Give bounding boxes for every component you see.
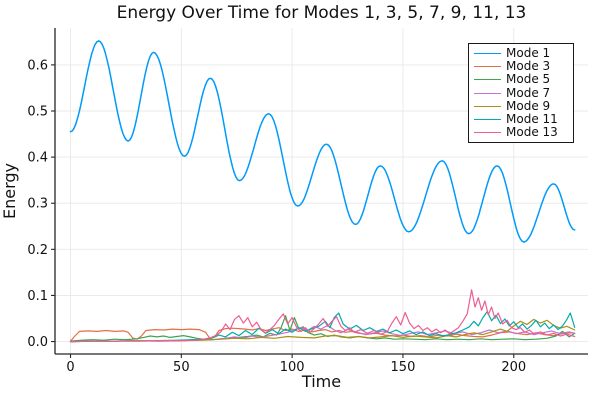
series-lines: [69, 40, 576, 343]
axis-ticks: 0 50 100 150 200 0.0 0.1 0.2 0.3 0.4 0.5 0.6: [27, 58, 526, 375]
legend-label: Mode 11: [506, 112, 558, 127]
legend-item-mode-9: Mode 9: [474, 98, 569, 113]
x-tick-label: 100: [280, 360, 305, 375]
series-line-mode-9: [69, 318, 576, 343]
legend-line-swatch: [474, 92, 501, 94]
x-axis-label: Time: [301, 372, 342, 391]
legend-item-mode-11: Mode 11: [474, 113, 569, 126]
y-tick-label: 0.6: [27, 58, 48, 73]
x-tick-label: 0: [66, 360, 74, 375]
legend-item-mode-7: Mode 7: [474, 85, 569, 100]
legend-line-swatch: [474, 79, 501, 81]
legend-item-mode-5: Mode 5: [474, 73, 569, 86]
series-line-mode-3: [69, 327, 576, 342]
chart-title: Energy Over Time for Modes 1, 3, 5, 7, 9…: [116, 3, 527, 23]
legend-label: Mode 7: [506, 85, 551, 100]
y-tick-label: 0.1: [27, 289, 48, 304]
legend-line-swatch: [474, 119, 501, 121]
legend-item-mode-3: Mode 3: [474, 60, 569, 73]
series-line-mode-13: [69, 289, 576, 343]
y-tick-label: 0.4: [27, 151, 48, 166]
x-tick-label: 50: [173, 360, 190, 375]
legend-item-mode-1: Mode 1: [474, 47, 569, 60]
legend-line-swatch: [474, 66, 501, 68]
legend: Mode 1 Mode 3 Mode 5 Mode 7 Mode 9 Mode 11 Mod…: [468, 43, 574, 144]
x-tick-label: 200: [501, 360, 526, 375]
legend-line-swatch: [474, 132, 501, 134]
x-tick-label: 150: [391, 360, 416, 375]
series-line-mode-11: [69, 311, 576, 343]
y-tick-label: 0.5: [27, 104, 48, 119]
legend-label: Mode 5: [506, 72, 551, 87]
legend-label: Mode 9: [506, 98, 551, 113]
legend-label: Mode 3: [506, 59, 551, 74]
legend-line-swatch: [474, 53, 501, 55]
y-tick-label: 0.2: [27, 243, 48, 258]
y-tick-label: 0.3: [27, 197, 48, 212]
series-line-mode-1: [69, 40, 576, 243]
legend-item-mode-13: Mode 13: [474, 126, 569, 139]
legend-label: Mode 13: [506, 125, 558, 140]
y-tick-label: 0.0: [27, 335, 48, 350]
legend-line-swatch: [474, 105, 501, 107]
legend-label: Mode 1: [506, 46, 551, 61]
